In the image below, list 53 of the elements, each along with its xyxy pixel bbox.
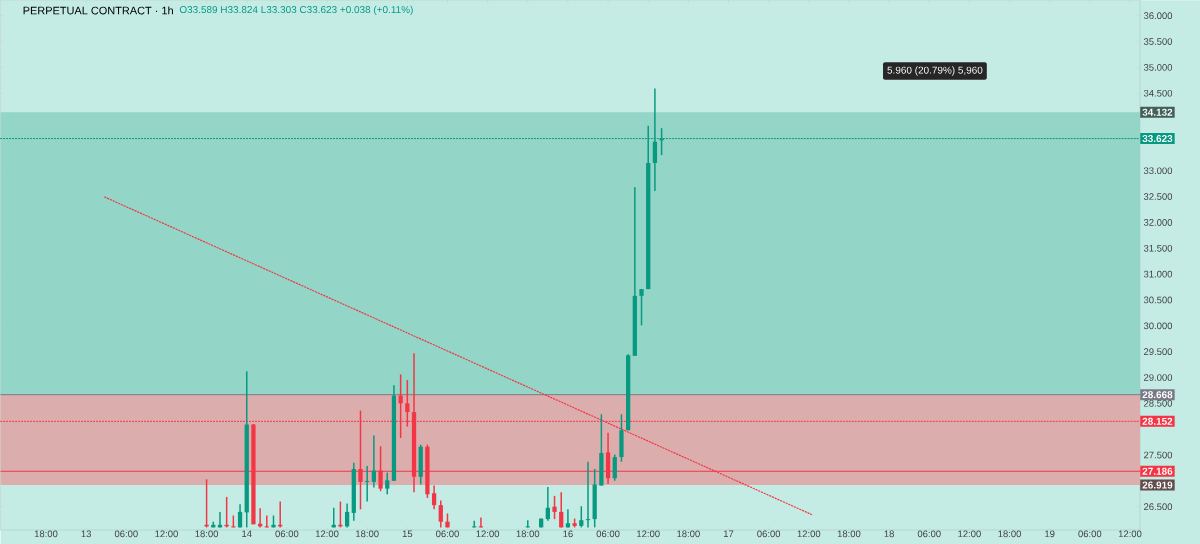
x-tick-label: 18:00 xyxy=(516,530,540,538)
y-tick-label: 31.000 xyxy=(1143,270,1173,278)
x-tick-label: 12:00 xyxy=(1118,530,1142,538)
y-tick-label: 33.000 xyxy=(1143,167,1173,175)
x-tick-label: 12:00 xyxy=(637,530,660,538)
x-tick-label: 06:00 xyxy=(757,530,781,538)
y-tick-label: 32.000 xyxy=(1143,219,1173,226)
x-tick-label: 12:00 xyxy=(958,530,981,538)
x-tick-label: 18:00 xyxy=(677,530,700,538)
y-tick-label: 35.500 xyxy=(1143,38,1173,45)
x-tick-label: 06:00 xyxy=(114,530,138,538)
x-tick-label: 12:00 xyxy=(797,530,821,538)
y-tick-label: 34.500 xyxy=(1143,89,1173,97)
band-label: 26.919 xyxy=(1142,481,1173,489)
x-tick-label: 06:00 xyxy=(917,530,941,538)
x-tick-label: 13 xyxy=(81,530,91,538)
y-tick-label: 26.500 xyxy=(1144,503,1173,511)
y-tick-label: 32.500 xyxy=(1143,193,1173,200)
ref-line-label: 28.668 xyxy=(1142,391,1173,399)
x-tick-label: 18:00 xyxy=(356,530,379,538)
y-tick-label: 35.000 xyxy=(1143,64,1173,71)
y-tick-label: 36.000 xyxy=(1143,12,1173,20)
x-tick-label: 16 xyxy=(563,530,573,538)
x-tick-label: 18:00 xyxy=(195,530,219,538)
y-tick-label: 27.500 xyxy=(1144,451,1173,459)
x-tick-label: 06:00 xyxy=(1078,530,1102,538)
chart-title: PERPETUAL CONTRACT · 1h xyxy=(23,6,173,15)
x-tick-label: 12:00 xyxy=(476,530,500,538)
x-tick-label: 19 xyxy=(1045,530,1055,538)
y-tick-label: 29.000 xyxy=(1144,374,1173,381)
y-tick-label: 30.000 xyxy=(1143,322,1173,330)
annotation: 5.960 (20.79%) 5,960 xyxy=(887,66,983,76)
x-tick-label: 18:00 xyxy=(837,530,861,538)
text: O33.589 H33.824 L33.303 C33.623 +0.038 (+0.11%) xyxy=(179,5,413,16)
y-tick-label: 28.500 xyxy=(1144,400,1173,407)
x-tick-label: 18:00 xyxy=(34,530,58,538)
x-tick-label: 12:00 xyxy=(315,530,339,538)
ref-line-label: 27.186 xyxy=(1142,467,1173,475)
ref-line-label: 28.152 xyxy=(1142,417,1173,425)
x-tick-label: 06:00 xyxy=(275,530,299,538)
x-tick-label: 14 xyxy=(242,530,252,538)
y-tick-label: 29.500 xyxy=(1144,348,1173,356)
y-tick-label: 31.500 xyxy=(1143,244,1173,252)
x-tick-label: 06:00 xyxy=(436,530,459,538)
x-tick-label: 18:00 xyxy=(998,530,1021,538)
ref-line-label: 33.623 xyxy=(1142,135,1173,143)
band-label: 34.132 xyxy=(1142,108,1173,116)
x-tick-label: 15 xyxy=(402,530,413,538)
x-tick-label: 18 xyxy=(884,530,894,538)
x-tick-label: 17 xyxy=(723,530,734,538)
x-tick-label: 06:00 xyxy=(596,530,620,538)
x-tick-label: 12:00 xyxy=(155,530,178,538)
y-tick-label: 30.500 xyxy=(1143,296,1173,304)
